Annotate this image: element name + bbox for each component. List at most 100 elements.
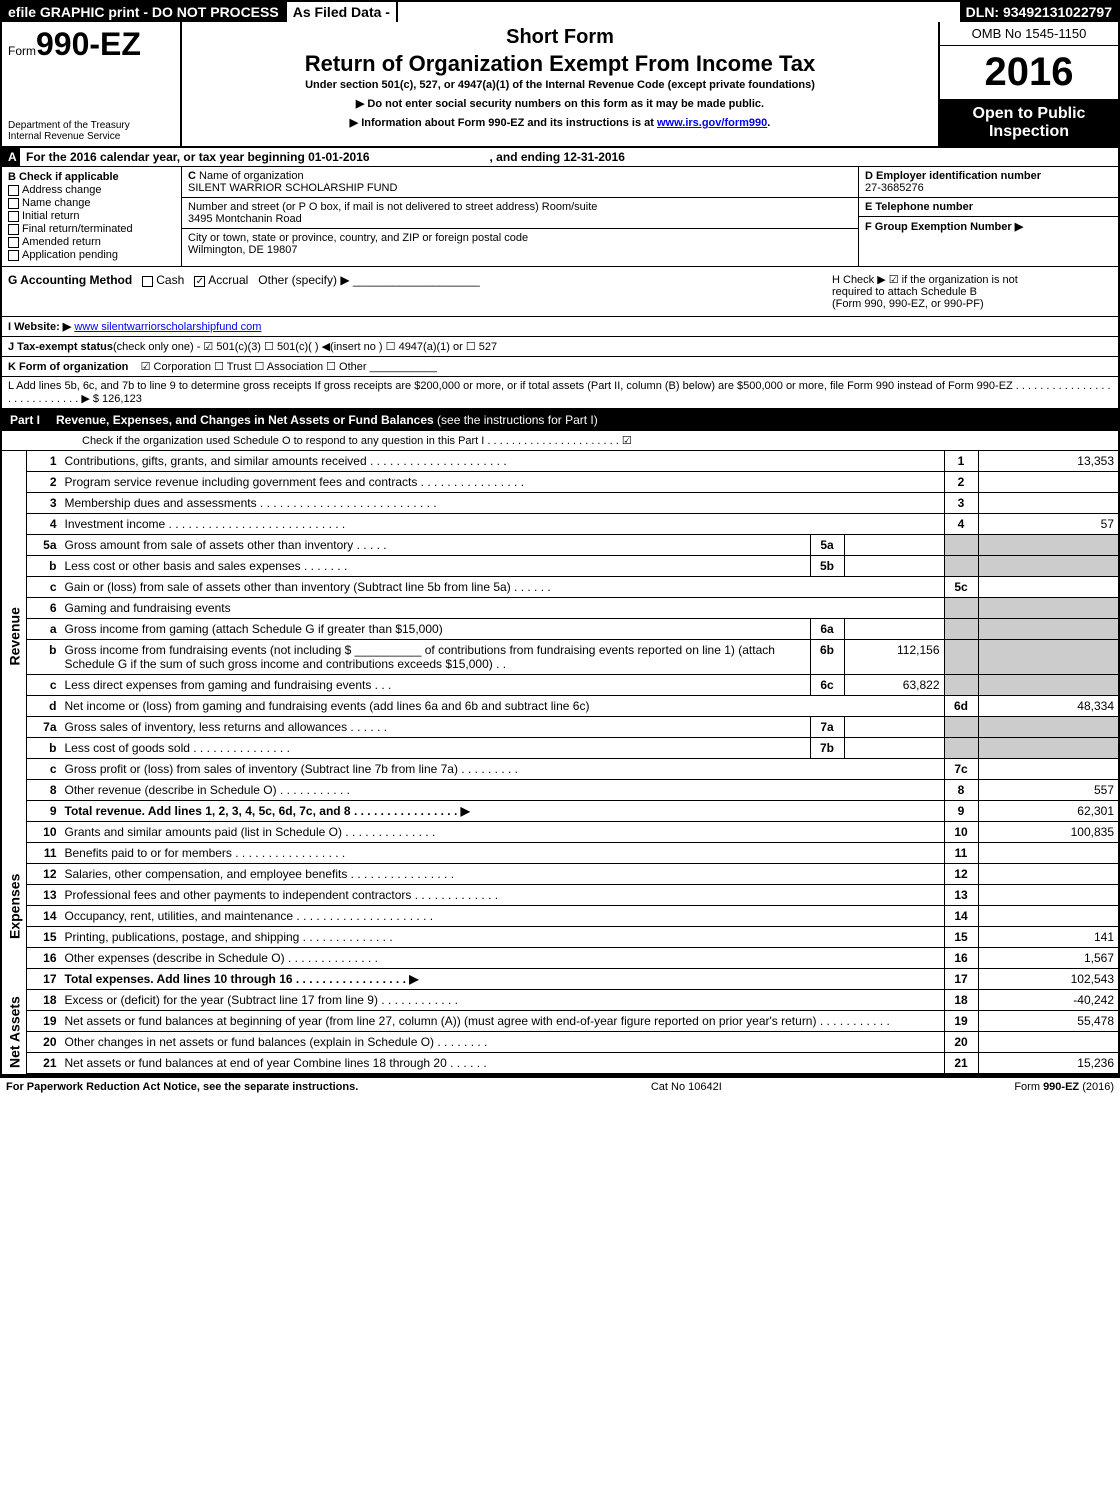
line-7c-desc: Gross profit or (loss) from sales of inv… <box>61 759 945 780</box>
line-19-val: 55,478 <box>978 1011 1118 1032</box>
cb-accrual[interactable]: ✓ <box>194 276 205 287</box>
line-14-desc: Occupancy, rent, utilities, and maintena… <box>61 906 945 927</box>
ein-label: D Employer identification number <box>865 170 1041 182</box>
line-13-val <box>978 885 1118 906</box>
line-20-val <box>978 1032 1118 1053</box>
line-15-ln: 15 <box>944 927 978 948</box>
part-i-table: Revenue 1 Contributions, gifts, grants, … <box>2 451 1118 1074</box>
line-19-ln: 19 <box>944 1011 978 1032</box>
line-17-desc: Total expenses. Add lines 10 through 16 … <box>61 969 945 990</box>
line-6b-desc: Gross income from fundraising events (no… <box>61 640 811 675</box>
line-12-desc: Salaries, other compensation, and employ… <box>61 864 945 885</box>
line-16-val: 1,567 <box>978 948 1118 969</box>
topbar: efile GRAPHIC print - DO NOT PROCESS As … <box>2 2 1118 22</box>
irs-link[interactable]: www.irs.gov/form990 <box>657 117 767 129</box>
line-20-desc: Other changes in net assets or fund bala… <box>61 1032 945 1053</box>
line-7c-val <box>978 759 1118 780</box>
line-4-ln: 4 <box>944 514 978 535</box>
line-8-ln: 8 <box>944 780 978 801</box>
city-value: Wilmington, DE 19807 <box>188 244 297 256</box>
section-a: A For the 2016 calendar year, or tax yea… <box>2 148 1118 167</box>
line-6d-desc: Net income or (loss) from gaming and fun… <box>61 696 945 717</box>
line-7b-num: b <box>27 738 61 759</box>
line-6b-sub: 6b <box>810 640 844 675</box>
line-1-num: 1 <box>27 451 61 472</box>
taxexempt-rest: (check only one) - ☑ 501(c)(3) ☐ 501(c)(… <box>113 341 497 353</box>
name-label: Name of organization <box>199 170 304 182</box>
section-d: D Employer identification number 27-3685… <box>859 167 1118 198</box>
formorg-label: K Form of organization <box>8 361 128 373</box>
line-19-num: 19 <box>27 1011 61 1032</box>
line-11-ln: 11 <box>944 843 978 864</box>
dept-treasury: Department of the Treasury <box>8 120 174 131</box>
cb-address-change[interactable]: Address change <box>8 184 175 196</box>
cb-name-change[interactable]: Name change <box>8 197 175 209</box>
cb-initial-return[interactable]: Initial return <box>8 210 175 222</box>
line-1-ln: 1 <box>944 451 978 472</box>
line-5a-grey2 <box>978 535 1118 556</box>
section-h: H Check ▶ ☑ if the organization is not r… <box>832 273 1112 310</box>
cb-application-pending[interactable]: Application pending <box>8 249 175 261</box>
form-prefix: Form <box>8 44 36 58</box>
website-link[interactable]: www silentwarriorscholarshipfund com <box>74 321 261 333</box>
line-3-val <box>978 493 1118 514</box>
line-15-num: 15 <box>27 927 61 948</box>
line-9-ln: 9 <box>944 801 978 822</box>
line-21-ln: 21 <box>944 1053 978 1074</box>
h-line3: (Form 990, 990-EZ, or 990-PF) <box>832 298 1112 310</box>
line-20-ln: 20 <box>944 1032 978 1053</box>
line-3-ln: 3 <box>944 493 978 514</box>
line-21-num: 21 <box>27 1053 61 1074</box>
line-4-desc: Investment income . . . . . . . . . . . … <box>61 514 945 535</box>
section-c: C Name of organization SILENT WARRIOR SC… <box>182 167 858 266</box>
section-a-text: For the 2016 calendar year, or tax year … <box>20 148 1118 166</box>
line-21-val: 15,236 <box>978 1053 1118 1074</box>
dept-irs: Internal Revenue Service <box>8 131 174 142</box>
accrual-label: Accrual <box>208 273 248 287</box>
info-note-post: . <box>767 117 770 129</box>
line-1-val: 13,353 <box>978 451 1118 472</box>
expenses-side-label: Expenses <box>2 822 27 990</box>
line-12-num: 12 <box>27 864 61 885</box>
line-5a-num: 5a <box>27 535 61 556</box>
line-5b-desc: Less cost or other basis and sales expen… <box>61 556 811 577</box>
form-number: Form990-EZ <box>8 26 174 63</box>
line-5b-num: b <box>27 556 61 577</box>
line-7a-subval <box>844 717 944 738</box>
line-18-ln: 18 <box>944 990 978 1011</box>
street-block: Number and street (or P O box, if mail i… <box>182 198 858 229</box>
line-5c-ln: 5c <box>944 577 978 598</box>
cb-cash[interactable] <box>142 276 153 287</box>
line-3-num: 3 <box>27 493 61 514</box>
form-subtitle: Under section 501(c), 527, or 4947(a)(1)… <box>188 79 932 91</box>
other-label: Other (specify) ▶ <box>258 273 349 287</box>
section-g: G Accounting Method Cash ✓Accrual Other … <box>8 273 832 310</box>
line-6d-num: d <box>27 696 61 717</box>
line-21-desc: Net assets or fund balances at end of ye… <box>61 1053 945 1074</box>
period-end: 12-31-2016 <box>564 150 625 164</box>
line-11-num: 11 <box>27 843 61 864</box>
cb-amended-return[interactable]: Amended return <box>8 236 175 248</box>
line-10-desc: Grants and similar amounts paid (list in… <box>61 822 945 843</box>
open-line2: Inspection <box>942 123 1116 141</box>
section-f: F Group Exemption Number ▶ <box>859 217 1118 236</box>
line-13-num: 13 <box>27 885 61 906</box>
line-1-desc: Contributions, gifts, grants, and simila… <box>61 451 945 472</box>
part-i-header: Part I Revenue, Expenses, and Changes in… <box>2 409 1118 431</box>
header-mid: Short Form Return of Organization Exempt… <box>182 22 938 146</box>
line-7a-desc: Gross sales of inventory, less returns a… <box>61 717 811 738</box>
tax-year: 2016 <box>940 46 1118 99</box>
section-i: I Website: ▶ www silentwarriorscholarshi… <box>2 317 1118 337</box>
cb-final-return[interactable]: Final return/terminated <box>8 223 175 235</box>
line-5b-sub: 5b <box>810 556 844 577</box>
info-note: ▶ Information about Form 990-EZ and its … <box>188 116 932 129</box>
section-b: B Check if applicable Address change Nam… <box>2 167 182 266</box>
line-7b-desc: Less cost of goods sold . . . . . . . . … <box>61 738 811 759</box>
line-14-ln: 14 <box>944 906 978 927</box>
line-17-ln: 17 <box>944 969 978 990</box>
line-6c-subval: 63,822 <box>844 675 944 696</box>
footer-mid: Cat No 10642I <box>651 1081 722 1093</box>
line-7b-subval <box>844 738 944 759</box>
revenue-side-label: Revenue <box>2 451 27 822</box>
street-label: Number and street (or P O box, if mail i… <box>188 201 597 213</box>
